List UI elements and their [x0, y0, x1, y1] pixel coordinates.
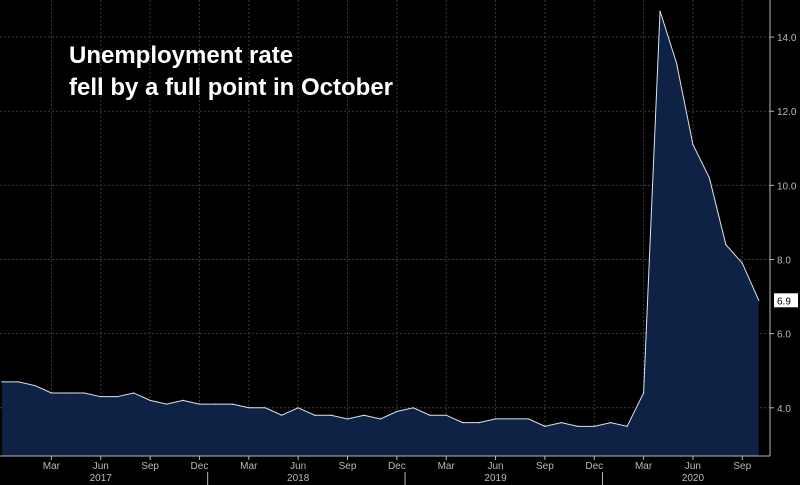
ytick-label-4: 12.0: [777, 107, 797, 118]
data-point-25: [412, 407, 414, 409]
last-value-marker: 6.9: [774, 293, 798, 308]
xtick-label-11: Dec: [585, 461, 603, 472]
xtick-label-5: Jun: [290, 461, 306, 472]
data-point-20: [330, 414, 332, 416]
data-point-8: [133, 392, 135, 394]
xtick-label-13: Jun: [685, 461, 701, 472]
data-point-28: [462, 422, 464, 424]
data-point-16: [264, 407, 266, 409]
data-point-45: [741, 262, 743, 264]
xtick-label-6: Sep: [339, 461, 357, 472]
data-point-43: [708, 177, 711, 179]
data-point-31: [511, 418, 513, 420]
data-point-30: [494, 418, 497, 420]
area-fill: [2, 11, 759, 457]
data-point-1: [17, 381, 20, 383]
data-point-0: [1, 381, 3, 383]
data-point-22: [363, 414, 365, 416]
last-value-box: [774, 293, 798, 308]
data-point-14: [231, 403, 233, 405]
xtick-label-9: Jun: [487, 461, 503, 472]
xtick-label-12: Mar: [635, 461, 653, 472]
data-point-9: [149, 399, 151, 401]
data-point-2: [34, 384, 36, 387]
ytick-label-0: 4.0: [777, 404, 791, 415]
xtick-label-14: Sep: [733, 461, 751, 472]
data-point-32: [527, 418, 530, 420]
y-axis-ticks: 4.0 6.0 8.0 10.0 12.0 14.0: [770, 33, 797, 415]
year-label-1: 2018: [287, 473, 310, 484]
ytick-label-2: 8.0: [777, 256, 791, 267]
xtick-label-1: Jun: [93, 461, 109, 472]
xtick-label-4: Mar: [240, 461, 258, 472]
xtick-label-0: Mar: [43, 461, 61, 472]
year-labels: 2017 2018 2019 2020: [90, 472, 705, 485]
axes: [0, 0, 771, 457]
xtick-label-8: Mar: [438, 461, 456, 472]
xtick-label-3: Dec: [191, 461, 209, 472]
data-point-6: [100, 396, 102, 398]
year-label-3: 2020: [682, 473, 705, 484]
last-value-label: 6.9: [777, 296, 791, 307]
data-point-40: [659, 10, 661, 12]
data-point-15: [248, 407, 250, 409]
data-point-11: [182, 399, 184, 401]
data-point-5: [83, 392, 85, 394]
xtick-label-2: Sep: [141, 461, 159, 472]
xtick-label-7: Dec: [388, 461, 406, 472]
year-label-0: 2017: [90, 473, 113, 484]
grid-lines: [0, 0, 770, 456]
ytick-label-5: 14.0: [777, 33, 797, 44]
data-point-18: [297, 407, 299, 409]
data-point-4: [67, 392, 69, 394]
data-point-41: [675, 62, 678, 64]
xtick-label-10: Sep: [536, 461, 554, 472]
data-point-3: [50, 392, 53, 394]
data-point-23: [379, 418, 381, 420]
data-point-21: [346, 418, 349, 420]
data-point-33: [544, 425, 546, 427]
data-point-36: [593, 425, 595, 427]
data-point-13: [215, 403, 217, 405]
area-series: [1, 10, 760, 457]
data-point-7: [116, 396, 118, 398]
x-axis-ticks: Mar Jun Sep Dec Mar Jun Sep Dec Mar Jun Sep Dec Mar J…: [43, 456, 752, 472]
headline-line-1: Unemployment rate: [69, 42, 294, 69]
data-point-27: [445, 414, 447, 416]
data-point-37: [610, 422, 612, 424]
data-point-26: [429, 414, 431, 416]
headline-line-2: fell by a full point in October: [69, 74, 394, 101]
data-point-39: [643, 392, 645, 394]
data-point-29: [478, 422, 480, 424]
ytick-label-3: 10.0: [777, 181, 797, 192]
data-point-24: [396, 410, 398, 413]
data-point-17: [281, 414, 283, 416]
data-point-12: [198, 403, 201, 405]
ytick-label-1: 6.0: [777, 330, 791, 341]
data-point-44: [725, 244, 727, 246]
data-point-38: [626, 425, 628, 427]
data-point-34: [560, 422, 562, 424]
data-point-42: [692, 143, 694, 146]
year-label-2: 2019: [484, 473, 507, 484]
data-point-10: [165, 403, 168, 405]
data-point-19: [314, 414, 316, 416]
data-point-46: [758, 299, 760, 301]
data-point-35: [577, 425, 579, 427]
